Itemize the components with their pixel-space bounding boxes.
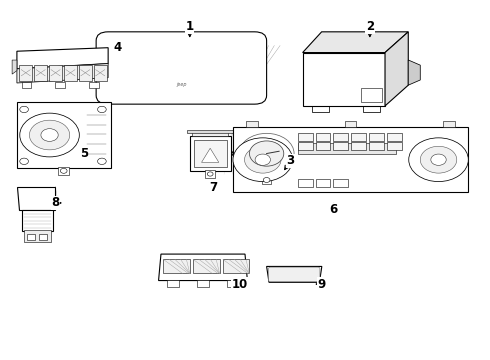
Circle shape bbox=[255, 154, 270, 165]
Bar bbox=[55, 82, 65, 87]
Bar bbox=[176, 95, 189, 102]
Text: 6: 6 bbox=[330, 203, 338, 216]
Bar bbox=[246, 121, 258, 127]
Bar bbox=[79, 65, 92, 81]
Text: 7: 7 bbox=[210, 181, 218, 194]
Bar bbox=[231, 95, 243, 102]
Bar bbox=[223, 259, 249, 274]
Bar bbox=[89, 82, 98, 87]
Bar bbox=[333, 179, 348, 187]
Bar bbox=[49, 65, 62, 81]
Circle shape bbox=[20, 106, 28, 113]
Polygon shape bbox=[17, 48, 108, 69]
Text: jeep: jeep bbox=[176, 81, 187, 86]
Text: 10: 10 bbox=[232, 278, 248, 291]
Circle shape bbox=[41, 129, 58, 141]
Bar bbox=[364, 105, 380, 112]
Text: 3: 3 bbox=[287, 154, 294, 167]
Circle shape bbox=[29, 120, 70, 150]
Bar bbox=[163, 259, 190, 274]
Bar bbox=[316, 179, 330, 187]
Bar bbox=[351, 142, 366, 150]
Bar bbox=[19, 65, 32, 81]
Circle shape bbox=[60, 168, 67, 173]
Polygon shape bbox=[303, 53, 385, 106]
Bar bbox=[369, 134, 384, 141]
Bar bbox=[298, 134, 313, 141]
Polygon shape bbox=[24, 230, 50, 242]
Bar bbox=[26, 234, 35, 240]
Bar bbox=[333, 134, 348, 141]
Bar bbox=[205, 171, 215, 178]
FancyBboxPatch shape bbox=[269, 267, 320, 282]
Bar bbox=[122, 95, 135, 102]
Bar bbox=[193, 259, 220, 274]
Bar bbox=[190, 136, 231, 171]
Bar bbox=[167, 280, 179, 287]
Bar bbox=[34, 65, 47, 81]
Bar bbox=[197, 280, 209, 287]
Bar bbox=[187, 130, 233, 133]
Bar bbox=[316, 134, 330, 141]
Text: 8: 8 bbox=[51, 197, 59, 210]
Polygon shape bbox=[12, 60, 17, 74]
Circle shape bbox=[245, 146, 281, 173]
Polygon shape bbox=[17, 64, 108, 83]
Circle shape bbox=[249, 141, 284, 166]
Circle shape bbox=[239, 133, 294, 174]
Bar bbox=[345, 121, 356, 127]
Circle shape bbox=[207, 172, 213, 176]
Circle shape bbox=[431, 154, 446, 165]
Bar bbox=[443, 121, 455, 127]
Bar bbox=[233, 127, 468, 192]
Bar bbox=[298, 142, 313, 150]
Bar bbox=[316, 142, 330, 150]
Bar bbox=[361, 88, 382, 102]
Bar bbox=[58, 167, 70, 175]
Polygon shape bbox=[303, 32, 408, 53]
Circle shape bbox=[98, 158, 106, 165]
Polygon shape bbox=[201, 148, 219, 162]
Bar bbox=[17, 102, 111, 168]
FancyBboxPatch shape bbox=[96, 32, 267, 104]
Text: 5: 5 bbox=[80, 147, 88, 160]
Circle shape bbox=[263, 177, 270, 183]
Text: 1: 1 bbox=[186, 20, 194, 33]
Text: 9: 9 bbox=[318, 278, 326, 291]
Circle shape bbox=[420, 146, 457, 173]
Bar bbox=[39, 234, 47, 240]
Polygon shape bbox=[408, 60, 420, 85]
Bar bbox=[312, 105, 329, 112]
Circle shape bbox=[20, 158, 28, 165]
Text: 4: 4 bbox=[114, 41, 122, 54]
Bar bbox=[22, 82, 31, 87]
Bar bbox=[298, 143, 396, 153]
Bar bbox=[194, 140, 227, 167]
Bar bbox=[369, 142, 384, 150]
Bar bbox=[298, 179, 313, 187]
Polygon shape bbox=[232, 128, 301, 179]
Circle shape bbox=[233, 138, 293, 181]
Bar bbox=[94, 65, 107, 81]
Polygon shape bbox=[17, 187, 55, 210]
Polygon shape bbox=[159, 254, 247, 280]
Text: 2: 2 bbox=[366, 20, 374, 33]
Bar bbox=[387, 142, 401, 150]
Bar bbox=[227, 280, 239, 287]
Bar bbox=[262, 176, 271, 184]
Polygon shape bbox=[267, 266, 322, 282]
Circle shape bbox=[98, 106, 106, 113]
Bar bbox=[333, 142, 348, 150]
FancyBboxPatch shape bbox=[107, 40, 256, 96]
Bar bbox=[159, 37, 171, 44]
Bar bbox=[351, 134, 366, 141]
Bar bbox=[192, 131, 228, 136]
Circle shape bbox=[20, 113, 79, 157]
Bar bbox=[189, 37, 200, 44]
Bar bbox=[387, 134, 401, 141]
Polygon shape bbox=[22, 210, 53, 231]
Polygon shape bbox=[385, 32, 408, 106]
Bar bbox=[64, 65, 77, 81]
Circle shape bbox=[409, 138, 468, 181]
